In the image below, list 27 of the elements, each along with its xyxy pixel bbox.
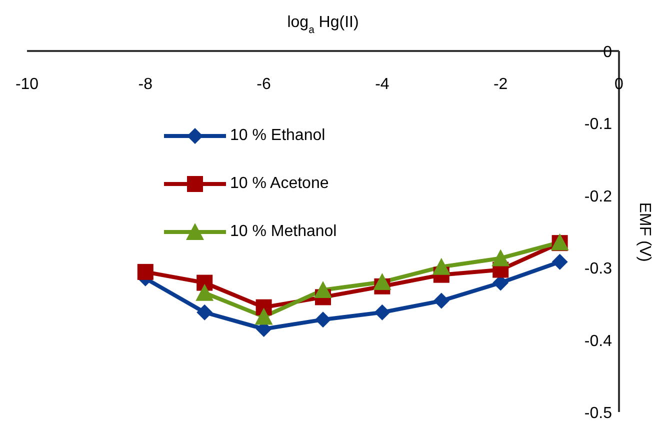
x-tick-label: -10 bbox=[15, 76, 39, 93]
point bbox=[314, 280, 332, 298]
x-tick-label: -2 bbox=[493, 76, 508, 93]
legend-label: 10 % Acetone bbox=[230, 175, 329, 193]
y-tick-label: -0.1 bbox=[584, 116, 612, 134]
y-tick-label: -0.2 bbox=[584, 188, 612, 206]
point bbox=[433, 292, 450, 309]
y-axis-title: EMF (V) bbox=[636, 202, 653, 262]
legend-label: 10 % Methanol bbox=[230, 223, 337, 241]
legend-label: 10 % Ethanol bbox=[230, 127, 326, 145]
point bbox=[137, 264, 154, 280]
x-tick-label: -6 bbox=[256, 76, 272, 93]
point bbox=[315, 312, 331, 328]
point bbox=[373, 273, 392, 290]
y-tick-label: -0.4 bbox=[584, 332, 612, 350]
point bbox=[254, 308, 273, 325]
y-tick-label: -0.5 bbox=[584, 405, 612, 421]
point bbox=[374, 304, 390, 320]
y-tick-label: -0.3 bbox=[584, 260, 612, 278]
point bbox=[552, 254, 568, 270]
x-axis-title: log$_{a}$ Hg(II) bbox=[287, 14, 359, 36]
point bbox=[492, 249, 510, 266]
point bbox=[432, 258, 450, 275]
point bbox=[196, 284, 214, 301]
x-tick-label: -8 bbox=[138, 76, 153, 93]
point bbox=[196, 304, 213, 320]
x-tick-label: -4 bbox=[375, 76, 390, 93]
